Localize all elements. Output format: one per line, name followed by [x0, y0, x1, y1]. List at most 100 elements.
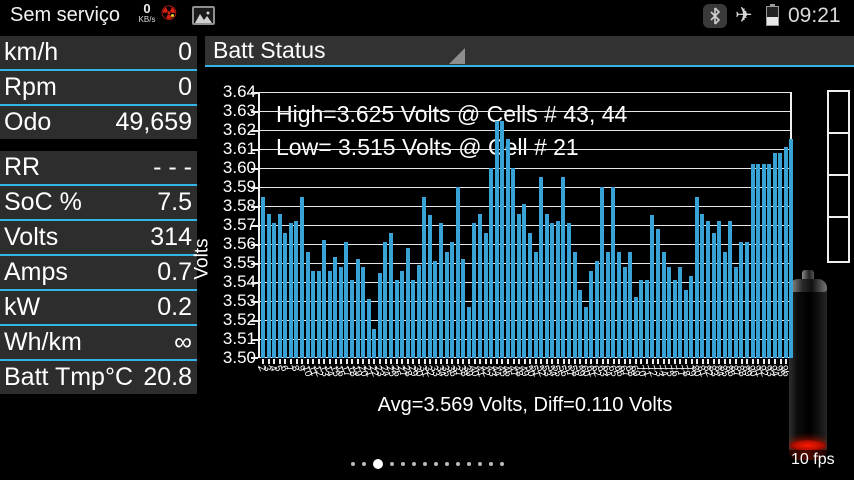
cell-bar-57	[572, 252, 577, 358]
y-tickmark	[251, 130, 258, 132]
x-tickmark	[545, 359, 548, 364]
x-tickmark	[340, 359, 343, 364]
page-dot[interactable]	[433, 462, 438, 466]
battery-body	[789, 279, 827, 460]
page-dot[interactable]	[400, 462, 405, 466]
cell-bar-55	[561, 177, 566, 358]
page-dot-active[interactable]	[372, 459, 383, 469]
x-tickmark	[723, 359, 726, 364]
gauge-value: 0.7	[157, 258, 192, 286]
gridline	[260, 92, 790, 93]
x-tickmark	[328, 359, 331, 364]
x-tickmark	[785, 359, 788, 364]
cell-bar-72	[655, 229, 660, 358]
page-dot[interactable]	[350, 462, 355, 466]
x-tickmark	[657, 359, 660, 364]
cell-bar-61	[594, 261, 599, 358]
gauge-label: km/h	[4, 38, 59, 66]
y-tickmark	[251, 225, 258, 227]
page-dot[interactable]	[422, 462, 427, 466]
cell-bar-29	[416, 265, 421, 358]
x-tickmark	[640, 359, 643, 364]
x-tickmark	[684, 359, 687, 364]
x-tickmark	[629, 359, 632, 364]
cell-bar-48	[522, 204, 527, 358]
cell-bar-73	[661, 252, 666, 358]
x-tickmark	[557, 359, 559, 364]
spinner-label: Batt Status	[213, 37, 326, 63]
y-tick-label: 3.64	[222, 82, 256, 101]
page-dot[interactable]	[466, 462, 471, 466]
y-tickmark	[251, 187, 258, 189]
y-tickmark	[251, 168, 258, 170]
cell-bar-4	[277, 214, 282, 358]
avg-annotation: Avg=3.569 Volts, Diff=0.110 Volts	[377, 394, 673, 416]
x-axis-tickmarks	[258, 359, 793, 365]
y-tickmark	[251, 301, 258, 303]
chart-type-spinner[interactable]: Batt Status	[205, 36, 854, 67]
cell-bar-12	[322, 240, 327, 358]
x-tickmark	[707, 359, 710, 364]
x-tickmark	[401, 359, 404, 364]
cell-bar-64	[611, 187, 616, 358]
x-tickmark	[456, 359, 459, 364]
cell-bar-42	[489, 168, 494, 358]
page-dot[interactable]	[488, 462, 493, 466]
cell-bar-79	[694, 197, 699, 358]
cell-bar-24	[388, 233, 393, 358]
gauge-value: ∞	[174, 328, 192, 356]
y-tickmark	[251, 244, 258, 246]
cell-bar-66	[622, 267, 627, 358]
x-tickmark	[690, 359, 693, 364]
x-tickmark	[362, 359, 365, 364]
cell-bar-17	[350, 280, 354, 358]
page-dot[interactable]	[499, 462, 504, 466]
cell-bar-44	[500, 121, 505, 358]
gauge-label: Amps	[4, 258, 68, 286]
x-tickmark	[434, 359, 437, 364]
y-tick-label: 3.63	[222, 101, 256, 120]
status-bar[interactable]: Sem serviço 0 KB/s ☢ ✈ 09:21	[0, 0, 854, 33]
cell-bar-68	[633, 297, 638, 358]
gauge-row-rr: RR - - -	[0, 151, 197, 186]
page-dot[interactable]	[444, 462, 449, 466]
x-tickmark	[662, 359, 665, 364]
page-dot[interactable]	[389, 462, 394, 466]
cell-bar-88	[744, 242, 749, 358]
x-tickmark	[267, 359, 270, 364]
cell-bar-41	[483, 233, 488, 358]
cell-bar-33	[439, 223, 443, 358]
x-tickmark	[451, 359, 454, 364]
y-tickmark	[251, 282, 258, 284]
x-tickmark	[523, 359, 526, 364]
gauge-row-volts: Volts 314	[0, 221, 197, 256]
x-tickmark	[568, 359, 571, 364]
spinner-caret-icon	[449, 48, 465, 64]
x-tickmark	[317, 359, 320, 364]
x-tickmark	[607, 359, 610, 364]
page-dot[interactable]	[477, 462, 482, 466]
gridline	[260, 130, 790, 131]
cell-bar-80	[700, 214, 705, 358]
cell-bar-16	[344, 242, 349, 358]
y-tickmark	[251, 111, 258, 113]
cell-bar-92	[767, 164, 772, 358]
carrier-label: Sem serviço	[10, 4, 121, 26]
y-tick-label: 3.61	[222, 139, 256, 158]
radiation-icon: ☢	[160, 3, 178, 25]
gauge-segment	[829, 134, 848, 176]
x-tickmark	[412, 359, 415, 364]
page-dot[interactable]	[411, 462, 416, 466]
page-dot[interactable]	[361, 462, 366, 466]
x-tickmark	[367, 359, 370, 364]
battery-charge-level	[790, 440, 826, 451]
cell-bar-30	[422, 197, 427, 358]
x-tickmark	[501, 359, 504, 364]
x-tickmark	[584, 359, 587, 364]
x-tickmark	[356, 359, 359, 364]
gauge-label: Volts	[4, 223, 59, 251]
cell-bar-54	[555, 221, 560, 358]
data-rate-indicator: 0 KB/s	[130, 2, 164, 24]
cell-bar-46	[511, 168, 516, 358]
page-dot[interactable]	[455, 462, 460, 466]
